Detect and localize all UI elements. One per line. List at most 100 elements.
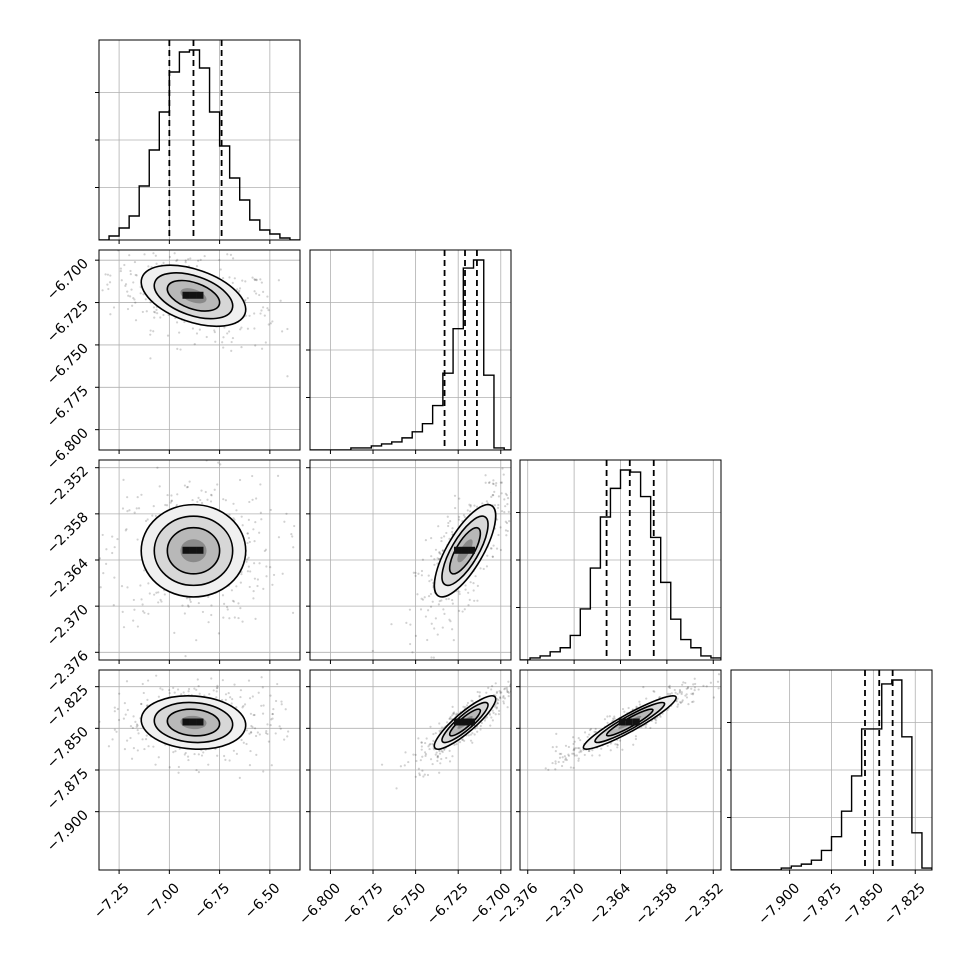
sample-point [495,691,498,695]
sample-point [161,688,164,691]
sample-point [494,713,497,716]
sample-point [106,245,108,247]
sample-point [469,504,472,507]
sample-point [251,276,254,279]
sample-point [253,290,256,293]
sample-point [446,721,449,724]
sample-point [560,752,563,755]
sample-point [644,726,647,729]
sample-point [544,767,547,770]
sample-point [514,690,516,692]
y-tick-label: −7.900 [44,807,92,855]
sample-point [133,511,136,514]
panel-2-1 [309,455,512,661]
sample-point [496,702,499,705]
sample-point [232,517,235,520]
sample-point [253,562,256,565]
sample-point [515,682,517,684]
sample-point [498,690,501,693]
sample-point [686,687,689,690]
sample-point [168,691,171,695]
density-peak-cell [461,546,469,554]
sample-point [197,259,200,262]
sample-point [132,715,135,718]
sample-point [124,529,127,532]
sample-point [583,731,587,734]
sample-point [580,750,583,753]
sample-point [621,748,624,751]
sample-point [244,298,247,302]
sample-point [195,265,199,268]
sample-point [504,529,508,532]
sample-point [253,278,257,282]
sample-point [159,316,162,319]
sample-point [233,616,236,619]
sample-point [207,621,210,624]
sample-point [271,717,274,720]
sample-point [416,593,419,596]
sample-point [418,772,421,775]
density-peak-cell [454,546,462,554]
sample-point [67,688,69,690]
sample-point [421,755,424,758]
sample-point [217,632,220,635]
sample-point [217,461,220,464]
sample-point [235,509,238,512]
sample-point [462,514,466,517]
sample-point [122,717,125,720]
sample-point [492,455,494,457]
sample-point [147,265,150,268]
sample-point [490,688,493,691]
sample-point [572,749,575,752]
sample-point [253,312,256,315]
sample-point [154,514,157,518]
sample-point [504,492,507,495]
sample-point [429,605,433,608]
sample-point [145,734,148,737]
sample-point [146,679,150,682]
sample-point [642,686,645,689]
sample-point [467,604,470,607]
sample-point [191,498,194,502]
sample-point [106,283,109,286]
sample-point [623,710,626,713]
sample-point [449,620,452,623]
sample-point [116,707,119,711]
sample-point [246,541,249,545]
sample-point [168,688,171,692]
sample-point [562,760,565,764]
sample-point [653,690,656,693]
sample-point [438,771,441,774]
sample-point [409,623,412,626]
sample-point [506,690,509,693]
sample-point [458,741,462,744]
sample-point [213,488,216,491]
sample-point [589,727,593,731]
sample-point [172,686,175,690]
sample-point [134,319,138,322]
sample-point [260,309,263,312]
sample-point [278,725,281,728]
sample-point [263,549,266,553]
sample-point [428,743,431,746]
sample-point [561,756,564,759]
sample-point [187,758,190,762]
sample-point [600,747,603,750]
sample-point [129,725,133,728]
density-peak-cell [182,291,190,299]
sample-point [259,511,262,514]
sample-point [258,531,261,534]
sample-point [427,609,430,612]
sample-point [200,754,204,757]
sample-point [424,615,427,618]
sample-point [238,478,242,482]
sample-point [94,717,96,719]
panel-1-0 [98,245,301,451]
sample-point [436,755,439,758]
sample-point [465,704,469,707]
sample-point [638,700,641,703]
sample-point [152,252,155,255]
sample-point [654,718,657,721]
sample-point [245,560,248,563]
sample-point [224,758,227,762]
